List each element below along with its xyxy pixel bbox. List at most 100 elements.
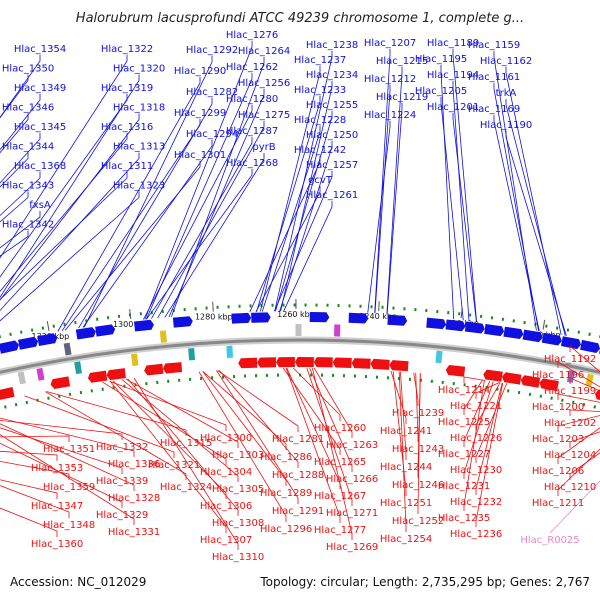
plus-gene-label: Hlac_1323 <box>113 181 165 192</box>
minus-category-block <box>36 368 44 381</box>
minus-gene-label: Hlac_1227 <box>438 449 490 460</box>
plus-gene-label: Hlac_1234 <box>306 70 358 81</box>
plus-gene-label: Hlac_1344 <box>2 142 54 153</box>
plus-gene-label: Hlac_1257 <box>306 160 358 171</box>
plus-gene-label: Hlac_1299 <box>174 108 226 119</box>
minus-strand-gene <box>163 362 182 373</box>
plus-gene-label: fxsA <box>29 200 51 211</box>
plus-gene-label: Hlac_1250 <box>306 130 358 141</box>
plus-gene-label: Hlac_1162 <box>480 56 532 67</box>
minus-gene-label: Hlac_1243 <box>392 444 444 455</box>
minus-gene-label: Hlac_1200 <box>532 402 584 413</box>
plus-gene-label: Hlac_1319 <box>101 83 153 94</box>
plus-strand-gene <box>426 318 446 330</box>
plus-strand-gene <box>465 322 485 334</box>
minus-strand-gene <box>0 387 15 400</box>
plus-gene-label: Hlac_1349 <box>14 83 66 94</box>
label-leader <box>110 381 226 431</box>
label-leader <box>0 55 127 358</box>
minus-gene-label: Hlac_1225 <box>438 417 490 428</box>
accession-label: Accession: NC_012029 <box>10 575 146 589</box>
minus-gene-label: Hlac_1251 <box>380 498 432 509</box>
plus-gene-label: Hlac_1276 <box>226 30 278 41</box>
genome-summary: Topology: circular; Length: 2,735,295 bp… <box>259 575 590 589</box>
label-leader <box>256 186 320 312</box>
minus-gene-label: Hlac_1305 <box>212 484 264 495</box>
minus-gene-label: Hlac_1339 <box>96 476 148 487</box>
minus-gene-label: Hlac_1230 <box>450 465 502 476</box>
plus-gene-label: Hlac_1256 <box>238 78 290 89</box>
minus-strand-gene <box>257 357 276 367</box>
plus-strand-gene <box>76 327 96 339</box>
plus-gene-label: Hlac_1313 <box>113 142 165 153</box>
minus-gene-label: Hlac_1204 <box>544 450 596 461</box>
minus-gene-label: Hlac_1291 <box>272 506 324 517</box>
minus-gene-label: Hlac_1347 <box>31 501 83 512</box>
label-leader <box>375 49 390 313</box>
minus-gene-label: Hlac_1288 <box>272 470 324 481</box>
minus-strand-gene <box>483 370 503 382</box>
minus-gene-label: Hlac_1351 <box>43 444 95 455</box>
rna-gene-label: Hlac_R0025 <box>520 535 579 546</box>
minus-gene-label: Hlac_1232 <box>450 497 502 508</box>
minus-gene-label: Hlac_1192 <box>544 354 596 365</box>
plus-gene-label: pyrB <box>252 142 275 153</box>
plus-gene-label: Hlac_1368 <box>14 161 66 172</box>
plus-gene-label: Hlac_1228 <box>294 115 346 126</box>
label-leader <box>47 392 187 437</box>
minus-category-block <box>74 361 82 374</box>
plus-gene-label: Hlac_1275 <box>238 110 290 121</box>
minus-gene-label: Hlac_1332 <box>96 442 148 453</box>
minus-gene-label: Hlac_1281 <box>272 434 324 445</box>
minus-strand-gene <box>295 357 314 367</box>
minus-gene-label: Hlac_1231 <box>438 481 490 492</box>
plus-strand-gene <box>349 313 369 324</box>
tick-mark <box>213 302 214 312</box>
plus-gene-label: Hlac_1261 <box>306 190 358 201</box>
minus-gene-label: Hlac_1306 <box>200 501 252 512</box>
minus-gene-label: Hlac_1269 <box>326 542 378 553</box>
plus-strand-gene <box>232 313 252 324</box>
minus-strand-gene <box>51 376 71 389</box>
minus-gene-label: Hlac_1307 <box>200 535 252 546</box>
plus-gene-label: Hlac_1318 <box>113 103 165 114</box>
minus-strand-gene <box>333 358 352 369</box>
plus-gene-label: Hlac_1322 <box>101 44 153 55</box>
label-leader <box>284 201 332 311</box>
plus-gene-label: Hlac_1195 <box>415 54 467 65</box>
minus-gene-label: Hlac_1252 <box>392 516 444 527</box>
minus-gene-label: Hlac_1328 <box>108 493 160 504</box>
plus-gene-label: Hlac_1350 <box>2 64 54 75</box>
minus-gene-label: Hlac_1254 <box>380 534 432 545</box>
map-title: Halorubrum lacusprofundi ATCC 49239 chro… <box>76 11 524 26</box>
plus-gene-label: Hlac_1224 <box>364 110 416 121</box>
plus-gene-label: Hlac_1290 <box>174 66 226 77</box>
plus-gene-label: Hlac_1262 <box>226 62 278 73</box>
plus-gene-label: Hlac_1343 <box>2 181 54 192</box>
plus-category-block <box>64 343 72 356</box>
minus-gene-label: Hlac_1202 <box>544 418 596 429</box>
tick-label: 1280 kbp <box>195 313 233 322</box>
plus-gene-label: Hlac_1205 <box>415 86 467 97</box>
label-leader <box>368 121 390 313</box>
backbone-ring <box>0 340 600 447</box>
tick-mark <box>47 321 49 331</box>
minus-category-block <box>226 346 233 358</box>
minus-gene-label: Hlac_1241 <box>380 426 432 437</box>
minus-gene-label: Hlac_1310 <box>212 552 264 563</box>
minus-gene-label: Hlac_1303 <box>212 450 264 461</box>
minus-strand-gene <box>238 358 257 369</box>
minus-gene-label: Hlac_1360 <box>31 539 83 550</box>
label-leader <box>506 131 566 336</box>
plus-strand-gene <box>251 312 271 322</box>
plus-gene-label: Hlac_1316 <box>101 122 153 133</box>
minus-category-block <box>131 353 138 366</box>
minus-gene-label: Hlac_1236 <box>450 529 502 540</box>
minus-gene-label: Hlac_1260 <box>314 423 366 434</box>
minus-gene-label: Hlac_1300 <box>200 433 252 444</box>
plus-strand-gene <box>134 320 154 332</box>
plus-gene-label: Hlac_1342 <box>2 220 54 231</box>
plus-gene-label: Hlac_1242 <box>294 145 346 156</box>
plus-strand-gene <box>95 324 115 336</box>
minus-gene-label: Hlac_1266 <box>326 474 378 485</box>
